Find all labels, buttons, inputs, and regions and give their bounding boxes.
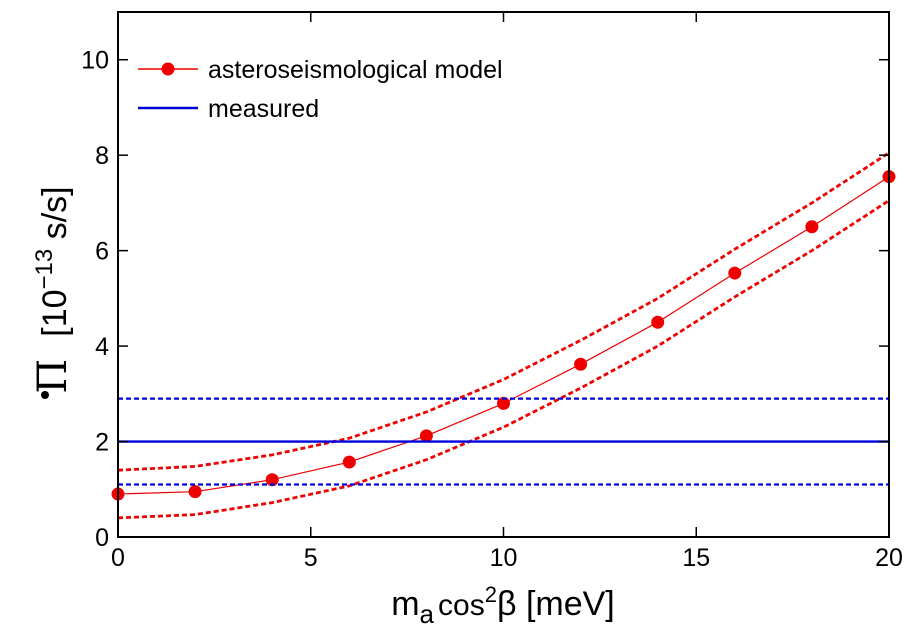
y-axis-label-text: Π [10−13 s/s] bbox=[30, 186, 76, 393]
y-tick-label: 10 bbox=[81, 47, 109, 75]
plot-frame bbox=[117, 11, 890, 538]
data-point bbox=[497, 396, 510, 410]
legend: asteroseismological model measured bbox=[138, 56, 503, 123]
x-label-sup: 2 bbox=[485, 582, 497, 607]
y-tick-label: 6 bbox=[95, 238, 109, 266]
x-tick-label: 15 bbox=[682, 544, 710, 572]
data-point bbox=[805, 220, 819, 234]
x-tick-label: 10 bbox=[490, 544, 518, 572]
data-point bbox=[651, 315, 665, 329]
y-label-pre: [10 bbox=[36, 289, 74, 336]
x-label-main: m bbox=[391, 585, 419, 623]
y-tick-label: 2 bbox=[95, 429, 109, 457]
y-tick-label: 0 bbox=[95, 524, 109, 552]
data-point bbox=[342, 455, 356, 469]
series-line-2 bbox=[117, 199, 890, 520]
legend-label-model: asteroseismological model bbox=[208, 56, 503, 84]
y-label-sup: −13 bbox=[31, 249, 58, 290]
data-point bbox=[728, 266, 742, 280]
plot-layer bbox=[111, 151, 896, 520]
x-label-tail: β [meV] bbox=[497, 585, 615, 623]
y-label-dot-accent bbox=[41, 391, 49, 399]
x-label-mid: cos bbox=[438, 589, 485, 622]
y-label-symbol: Π bbox=[30, 359, 76, 394]
y-label-post: s/s] bbox=[36, 186, 74, 248]
data-point bbox=[188, 485, 202, 499]
x-label-sub: a bbox=[420, 599, 435, 629]
ticks-layer: 0 5 10 15 20 0 2 4 6 8 10 bbox=[81, 12, 903, 572]
y-axis-label: Π [10−13 s/s] bbox=[30, 186, 76, 399]
x-tick-label: 0 bbox=[111, 544, 125, 572]
data-point bbox=[419, 429, 433, 443]
data-point bbox=[265, 473, 279, 487]
x-axis-label: ma cos2β [meV] bbox=[391, 582, 615, 629]
series-line-1 bbox=[117, 151, 890, 472]
x-tick-label: 20 bbox=[875, 544, 903, 572]
series-line-0 bbox=[117, 176, 890, 495]
y-tick-label: 4 bbox=[95, 333, 109, 361]
legend-marker-model bbox=[161, 62, 175, 76]
x-tick-label: 5 bbox=[304, 544, 318, 572]
legend-label-measured: measured bbox=[208, 95, 319, 123]
y-tick-label: 8 bbox=[95, 142, 109, 170]
data-point bbox=[574, 357, 588, 371]
